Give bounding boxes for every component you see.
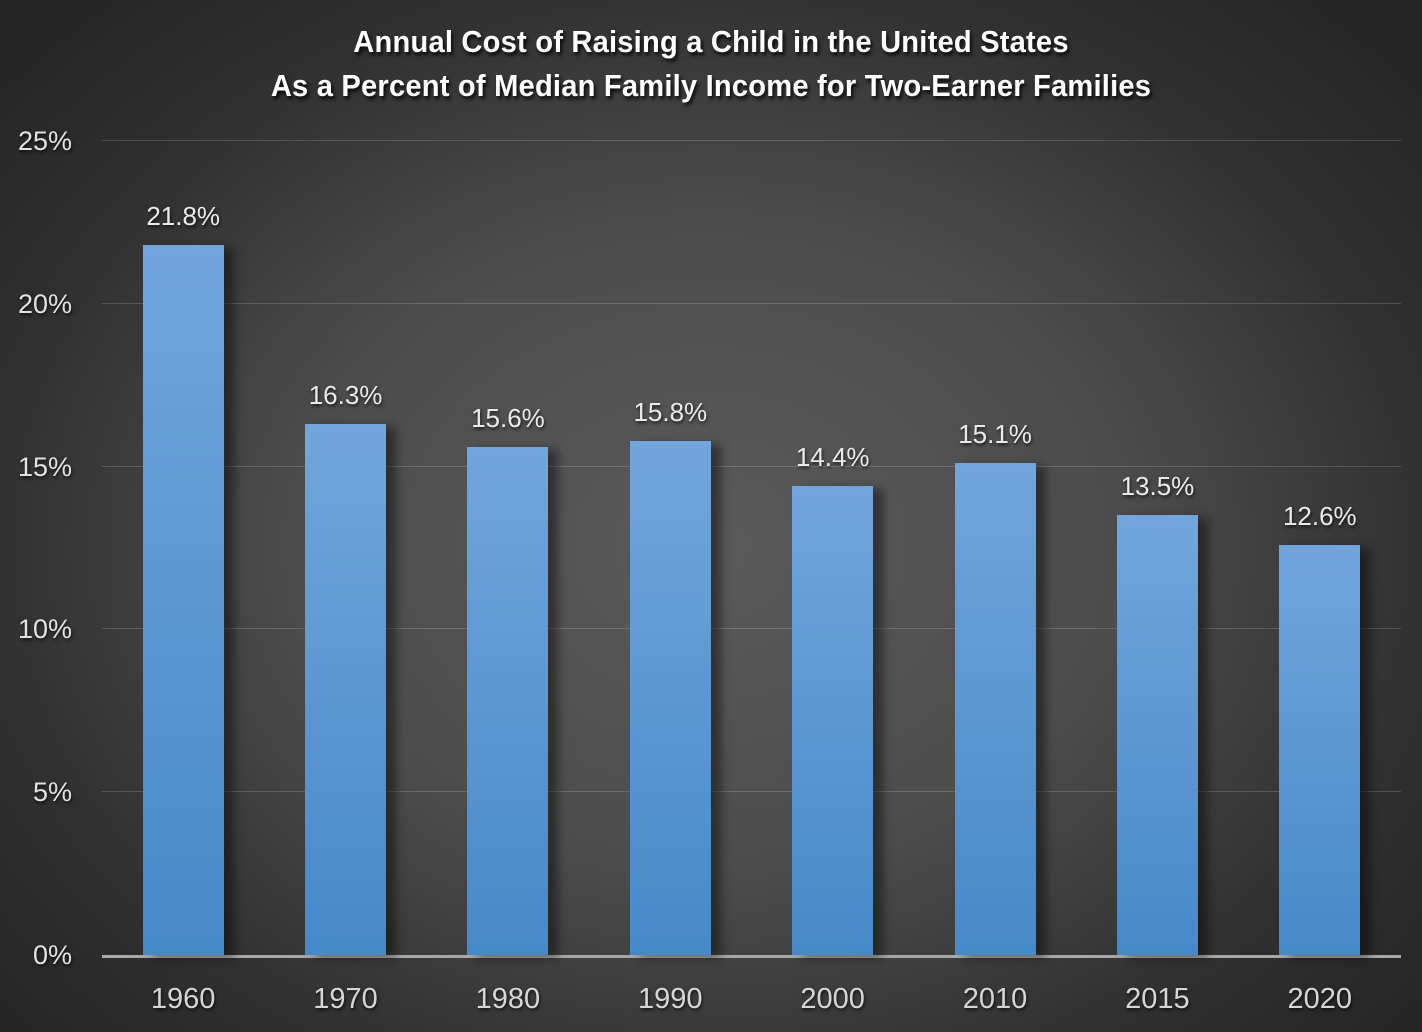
x-tick-label: 1970 (313, 983, 378, 1015)
x-tick-label: 2015 (1125, 983, 1190, 1015)
x-tick-label: 2010 (962, 983, 1028, 1015)
x-tick-label: 1960 (150, 983, 216, 1015)
chart-title: Annual Cost of Raising a Child in the Un… (43, 20, 1380, 108)
bar-2010 (954, 463, 1036, 955)
bar-value-label: 12.6% (1282, 500, 1357, 531)
y-tick-label: 5% (32, 777, 72, 808)
y-tick-label: 0% (32, 940, 72, 970)
bar-value-label: 14.4% (795, 442, 870, 473)
bar-value-label: 15.1% (958, 419, 1032, 450)
x-tick-label: 1980 (475, 983, 541, 1015)
bar-value-label: 15.8% (633, 396, 708, 427)
gridline (102, 465, 1401, 467)
bar-value-label: 15.6% (471, 403, 545, 434)
gridline (102, 791, 1401, 793)
x-tick-label: 1990 (638, 983, 703, 1015)
bar-2015 (1116, 515, 1198, 955)
bar-1990 (629, 440, 711, 955)
bar-value-label: 13.5% (1120, 471, 1195, 502)
x-tick-label: 2000 (800, 983, 865, 1015)
chart-title-line2: As a Percent of Median Family Income for… (270, 68, 1152, 103)
x-tick-label: 2020 (1287, 983, 1353, 1015)
gridline (102, 628, 1401, 630)
plot-area: 21.8% 16.3% 15.6% 15.8% 14.4% 15.1% 13.5% 12.6% (102, 140, 1401, 958)
bar-2020 (1279, 544, 1361, 955)
bar-value-label: 16.3% (308, 380, 383, 411)
bar-value-label: 21.8% (146, 201, 221, 232)
gridline (102, 302, 1401, 304)
y-tick-label: 10% (17, 614, 72, 645)
bar-1970 (305, 424, 387, 955)
y-tick-label: 15% (17, 451, 72, 482)
bar-1980 (467, 447, 549, 955)
gridline (102, 140, 1401, 141)
chart-title-line1: Annual Cost of Raising a Child in the Un… (353, 24, 1069, 59)
y-tick-label: 25% (17, 126, 72, 156)
bar-2000 (792, 486, 874, 955)
y-tick-label: 20% (17, 288, 72, 319)
bar-1960 (142, 245, 224, 955)
